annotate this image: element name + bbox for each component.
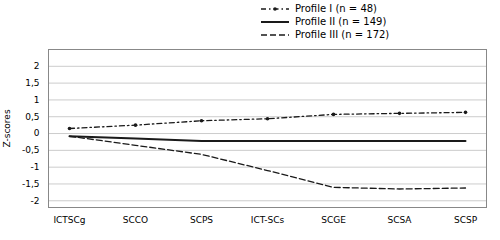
svg-text:1,5: 1,5 bbox=[25, 78, 39, 88]
svg-text:-1: -1 bbox=[31, 162, 40, 172]
svg-text:ICTSCg: ICTSCg bbox=[53, 215, 85, 225]
html-text:Profile I (n = 48): Profile I (n = 48) bbox=[295, 3, 377, 14]
svg-text:-1,5: -1,5 bbox=[22, 179, 40, 189]
svg-text:ICT-SCs: ICT-SCs bbox=[251, 215, 285, 225]
svg-text:0: 0 bbox=[34, 128, 40, 138]
html-text:Profile III (n = 172): Profile III (n = 172) bbox=[295, 29, 390, 40]
svg-text:Z-scores: Z-scores bbox=[2, 109, 12, 147]
html-text:Profile II (n = 149): Profile II (n = 149) bbox=[295, 16, 387, 27]
svg-text:0,5: 0,5 bbox=[25, 112, 39, 122]
svg-text:1: 1 bbox=[34, 95, 40, 105]
svg-text:SCCO: SCCO bbox=[123, 215, 148, 225]
svg-text:-2: -2 bbox=[31, 196, 40, 206]
svg-text:-0,5: -0,5 bbox=[22, 145, 40, 155]
svg-text:2: 2 bbox=[34, 61, 40, 71]
svg-text:SCGE: SCGE bbox=[321, 215, 346, 225]
svg-text:SCPS: SCPS bbox=[190, 215, 213, 225]
svg-text:SCSP: SCSP bbox=[454, 215, 478, 225]
svg-text:SCSA: SCSA bbox=[387, 215, 412, 225]
